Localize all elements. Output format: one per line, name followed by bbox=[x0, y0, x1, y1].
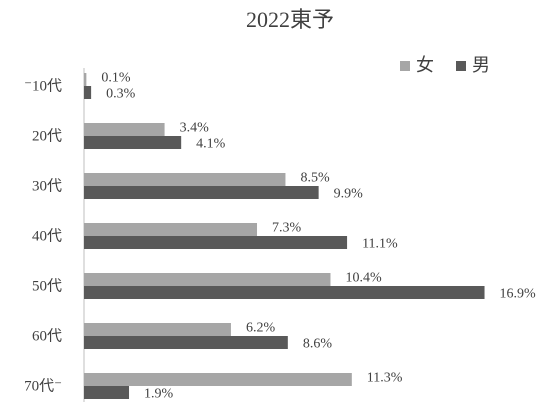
legend-label: 男 bbox=[472, 55, 490, 75]
value-label: 0.3% bbox=[106, 87, 136, 102]
value-label: 0.1% bbox=[101, 71, 130, 86]
bar bbox=[84, 136, 182, 149]
bar bbox=[84, 73, 87, 86]
value-label: 10.4% bbox=[345, 271, 382, 286]
value-label: 7.3% bbox=[272, 221, 302, 236]
bar bbox=[84, 386, 130, 399]
bar bbox=[84, 273, 331, 286]
bar bbox=[84, 236, 348, 249]
y-tick-label: 70代⁻ bbox=[24, 377, 62, 394]
legend-swatch bbox=[456, 61, 466, 71]
bar bbox=[84, 373, 352, 386]
value-label: 11.3% bbox=[367, 371, 403, 386]
bar bbox=[84, 286, 485, 299]
chart-title: 2022東予 bbox=[246, 7, 334, 32]
bar bbox=[84, 223, 258, 236]
value-label: 8.6% bbox=[303, 337, 333, 352]
value-label: 6.2% bbox=[246, 321, 276, 336]
value-label: 11.1% bbox=[362, 237, 398, 252]
legend-label: 女 bbox=[416, 55, 434, 75]
bar bbox=[84, 336, 288, 349]
y-tick-label: 20代 bbox=[32, 127, 62, 144]
value-label: 4.1% bbox=[196, 137, 226, 152]
y-tick-label: 60代 bbox=[32, 327, 62, 344]
value-label: 1.9% bbox=[144, 387, 174, 402]
y-tick-label: ⁻10代 bbox=[24, 77, 62, 94]
bar bbox=[84, 186, 319, 199]
legend-swatch bbox=[400, 61, 410, 71]
value-label: 8.5% bbox=[300, 171, 330, 186]
bar bbox=[84, 86, 92, 99]
bar bbox=[84, 123, 165, 136]
value-label: 9.9% bbox=[334, 187, 364, 202]
value-label: 16.9% bbox=[500, 287, 537, 302]
value-label: 3.4% bbox=[180, 121, 210, 136]
y-tick-label: 30代 bbox=[32, 177, 62, 194]
y-tick-label: 40代 bbox=[32, 227, 62, 244]
bar bbox=[84, 323, 231, 336]
bar bbox=[84, 173, 286, 186]
y-tick-label: 50代 bbox=[32, 277, 62, 294]
